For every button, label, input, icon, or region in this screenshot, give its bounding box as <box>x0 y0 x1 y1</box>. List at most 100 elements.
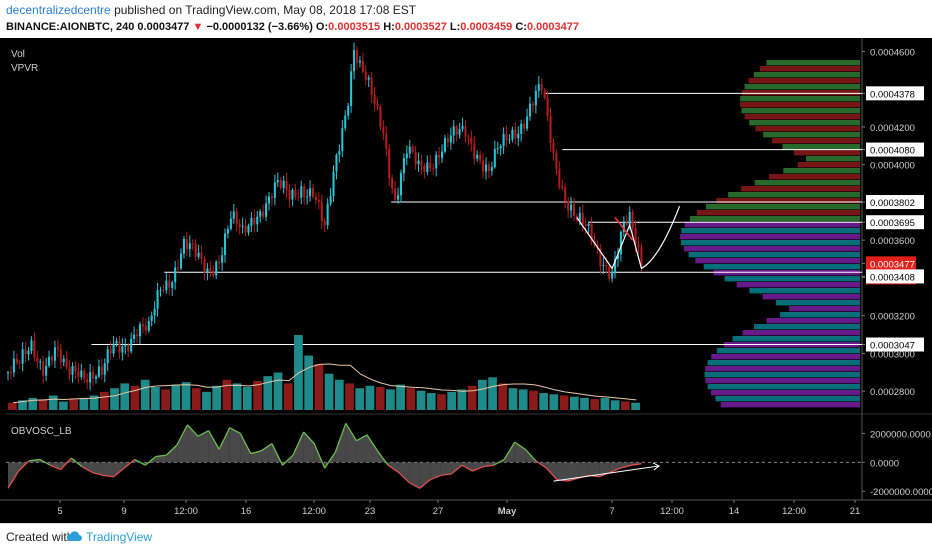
volume-bar <box>365 385 375 410</box>
candle-body <box>461 125 464 130</box>
candle-body <box>499 145 502 149</box>
candle-body <box>611 271 614 279</box>
volume-bar <box>69 399 79 410</box>
candle-body <box>455 126 458 135</box>
candle-body <box>514 129 517 139</box>
candle-body <box>479 154 482 161</box>
oscillator-line <box>7 470 20 489</box>
candle-body <box>50 356 54 361</box>
oscillator-fill <box>578 462 589 479</box>
oscillator-line <box>155 454 167 458</box>
volume-bar <box>518 389 528 410</box>
oscillator-fill <box>303 432 315 463</box>
vpvr-row <box>766 318 860 324</box>
candle-body <box>520 123 523 134</box>
volume-bar <box>79 397 89 410</box>
candle-body <box>162 289 165 291</box>
last-price: 0.0003477 <box>137 21 190 33</box>
vpvr-row <box>744 84 860 90</box>
open-label: O: <box>315 21 329 33</box>
price-axis-label: 0.0004080 <box>870 146 915 157</box>
tradingview-brand-link[interactable]: TradingView <box>86 530 153 544</box>
candle-body <box>115 341 118 344</box>
candle-body <box>89 372 92 383</box>
volume-bar <box>161 389 170 410</box>
vpvr-row <box>707 360 860 366</box>
candle-body <box>100 366 103 375</box>
oscillator-fill <box>556 462 568 482</box>
candle-body <box>355 50 359 63</box>
candle-body <box>270 196 273 199</box>
candle-body <box>294 189 297 198</box>
vpvr-row <box>768 174 860 180</box>
oscillator-line <box>472 466 484 472</box>
oscillator-line <box>545 467 558 481</box>
candle-body <box>449 135 452 143</box>
candle-body <box>511 129 514 140</box>
vpvr-row <box>806 156 860 162</box>
oscillator-fill <box>366 434 378 463</box>
oscillator-line <box>218 427 231 450</box>
candle-body <box>159 289 162 291</box>
chart-area[interactable]: Vol VPVR 0.0004600 0.0004378 0.0004200 0.0004… <box>0 38 932 523</box>
tradingview-cloud-icon <box>66 531 82 541</box>
candle-body <box>341 128 344 151</box>
oscillator-line <box>208 430 220 450</box>
candle-body <box>470 137 473 144</box>
chart-svg[interactable]: Vol VPVR 0.0004600 0.0004378 0.0004200 0.0004… <box>0 38 932 523</box>
candle-body <box>9 372 12 374</box>
volume-bar <box>48 395 58 410</box>
time-axis-label: 21 <box>850 506 861 517</box>
oscillator-line <box>144 456 157 466</box>
candle-body <box>18 362 21 364</box>
candle-body <box>174 267 177 283</box>
candle-body <box>490 167 493 171</box>
oscillator-line <box>102 474 114 478</box>
volume-bar <box>99 391 109 410</box>
oscillator-line <box>408 481 421 489</box>
oscillator-line <box>503 441 516 460</box>
vpvr-row <box>780 312 860 318</box>
candle-body <box>402 158 405 174</box>
candle-body <box>397 195 400 200</box>
oscillator-fill <box>8 462 19 489</box>
candle-body <box>549 115 552 144</box>
volume-bar <box>447 391 457 410</box>
candle-body <box>45 365 48 376</box>
created-with-label: Created with <box>6 530 74 544</box>
candle-body <box>628 211 631 225</box>
candle-body <box>311 188 315 197</box>
volume-bar <box>314 364 324 410</box>
candle-body <box>634 228 637 245</box>
candle-body <box>232 211 235 219</box>
candle-body <box>435 154 438 169</box>
volume-bar <box>345 383 354 410</box>
candle-body <box>288 190 291 200</box>
volume-bar <box>355 388 365 410</box>
candle-body <box>335 154 338 172</box>
price-axis-label: 0.0003600 <box>870 236 915 247</box>
candle-body <box>382 126 385 134</box>
price-axis-label: 0.0003695 <box>870 218 915 229</box>
volume-bar <box>212 385 222 410</box>
oscillator-axis-label: 0.0000 <box>870 458 899 469</box>
author-link[interactable]: decentralizedcentre <box>6 3 111 17</box>
volume-bar <box>498 383 508 410</box>
time-axis-label: 12:00 <box>302 506 326 517</box>
oscillator-fill <box>356 434 367 463</box>
oscillator-axis-label: -2000000.0000 <box>870 487 932 498</box>
volume-bar <box>273 372 283 410</box>
vpvr-row <box>740 186 860 192</box>
oscillator-fill <box>546 462 557 480</box>
oscillator-line <box>440 473 452 476</box>
candle-body <box>188 243 191 250</box>
vpvr-row <box>680 240 860 246</box>
volume-bar <box>549 394 559 410</box>
price-axis-label: 0.0004600 <box>870 47 915 58</box>
candle-body <box>282 180 285 188</box>
volume-bar <box>89 395 99 410</box>
oscillator-line <box>165 444 178 456</box>
oscillator-fill <box>240 433 251 463</box>
volume-bar <box>242 387 252 410</box>
candle-body <box>39 361 42 363</box>
